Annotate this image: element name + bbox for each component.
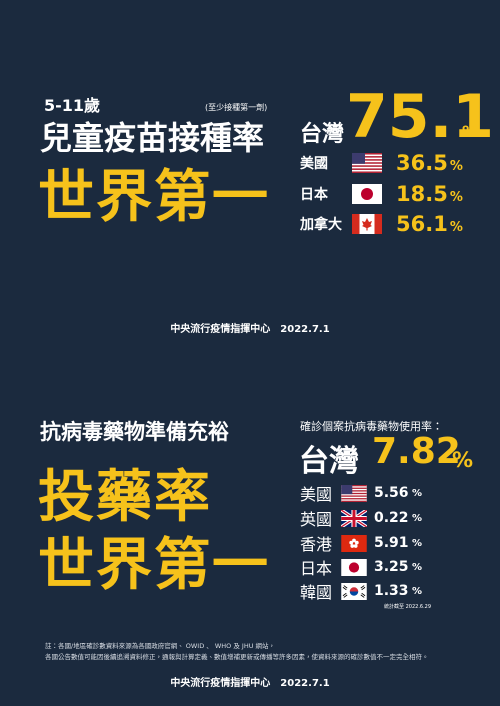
country-row: 美國 36.5 % bbox=[300, 151, 463, 175]
country-row: 加拿大 56.1 % bbox=[300, 212, 463, 236]
country: 韓國 bbox=[300, 583, 333, 602]
headline: 世界第一 bbox=[38, 533, 270, 598]
country-row: 日本 3.25 % bbox=[300, 555, 422, 579]
value: 56.1 bbox=[396, 212, 448, 236]
footnote: 各國公告數值可能因後續追溯資料修正，通報與計算定義、數值增補更新或傳播等許多因素… bbox=[45, 653, 429, 661]
country: 加拿大 bbox=[300, 217, 342, 233]
unit: % bbox=[412, 585, 423, 597]
source: 中央流行疫情指揮中心 2022.7.1 bbox=[170, 678, 330, 689]
headline: 投藥率 bbox=[38, 465, 212, 530]
country-row: 日本 18.5 % bbox=[300, 182, 463, 206]
country: 日本 bbox=[300, 187, 328, 203]
value: 36.5 bbox=[396, 151, 448, 175]
flag-uk bbox=[341, 509, 367, 527]
value: 18.5 bbox=[396, 182, 448, 206]
country-row: 英國 0.22 % bbox=[300, 506, 422, 530]
main-value: 75.1 bbox=[346, 82, 495, 152]
subtitle: 抗病毒藥物準備充裕 bbox=[40, 420, 229, 444]
value: 3.25 bbox=[374, 559, 409, 575]
unit: % bbox=[412, 537, 423, 549]
age-label: 5-11歲 bbox=[44, 96, 101, 115]
value: 5.91 bbox=[374, 535, 409, 551]
unit: % bbox=[449, 219, 463, 235]
unit: % bbox=[449, 189, 463, 205]
country: 英國 bbox=[300, 510, 333, 529]
unit: % bbox=[412, 512, 423, 524]
label: 確診個案抗病毒藥物使用率： bbox=[300, 420, 443, 433]
title: 兒童疫苗接種率 bbox=[40, 119, 265, 157]
note: (至少接種第一劑) bbox=[205, 103, 268, 112]
flag-kr bbox=[341, 582, 367, 600]
source: 中央流行疫情指揮中心 2022.7.1 bbox=[170, 324, 330, 335]
unit: % bbox=[449, 158, 463, 174]
flag-hk bbox=[341, 534, 367, 552]
value: 5.56 bbox=[374, 485, 409, 501]
value: 1.33 bbox=[374, 583, 409, 599]
main-value: 7.82 bbox=[372, 431, 461, 472]
headline: 世界第一 bbox=[38, 165, 270, 230]
main-country: 台灣 bbox=[300, 122, 345, 147]
flag-us bbox=[352, 153, 382, 173]
country-row: 香港 5.91 % bbox=[300, 531, 422, 555]
main-unit: % bbox=[462, 122, 479, 141]
main-country: 台灣 bbox=[299, 444, 359, 479]
main-unit: % bbox=[452, 448, 474, 472]
value: 0.22 bbox=[374, 510, 409, 526]
country-row: 韓國 1.33 % bbox=[300, 579, 422, 603]
country: 美國 bbox=[300, 156, 328, 172]
country-row: 美國 5.56 % bbox=[300, 481, 422, 505]
footnote: 註：各國/地區確診數資料來源為各國政府官網、 OWID 、 WHO 及 JHU … bbox=[45, 642, 276, 650]
country: 美國 bbox=[300, 485, 333, 504]
country: 香港 bbox=[300, 535, 333, 554]
country: 日本 bbox=[300, 559, 333, 578]
flag-us bbox=[341, 484, 367, 502]
flag-ca bbox=[352, 214, 382, 234]
unit: % bbox=[412, 487, 423, 499]
flag-jp bbox=[352, 184, 382, 204]
as-of-note: 統計截至 2022.6.29 bbox=[384, 604, 432, 610]
unit: % bbox=[412, 561, 423, 573]
flag-jp bbox=[341, 558, 367, 576]
